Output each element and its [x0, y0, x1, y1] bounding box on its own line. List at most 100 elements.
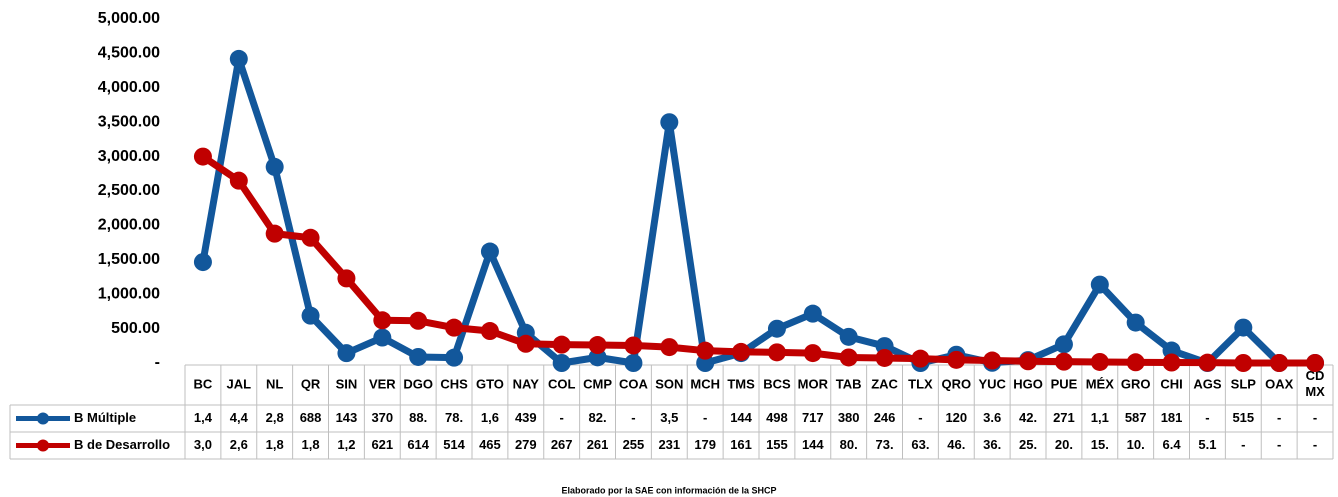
marker [229, 171, 248, 190]
x-tick-label: OAX [1265, 376, 1294, 391]
x-tick-label: HGO [1013, 376, 1043, 391]
table-value: 587 [1125, 410, 1147, 425]
table-value: 498 [766, 410, 788, 425]
marker [301, 306, 320, 325]
table-value: 621 [371, 437, 393, 452]
table-value: 717 [802, 410, 824, 425]
table-value: 3,5 [660, 410, 678, 425]
table-value: 255 [623, 437, 645, 452]
marker [624, 354, 643, 372]
table-value: - [1313, 410, 1317, 425]
x-tick-label: CHI [1160, 376, 1182, 391]
table-value: 267 [551, 437, 573, 452]
marker [373, 328, 392, 347]
x-tick-label: BCS [763, 376, 791, 391]
table-value: 5.1 [1198, 437, 1216, 452]
marker [983, 351, 1002, 370]
marker [947, 350, 966, 369]
table-value: 514 [443, 437, 465, 452]
y-tick-label: 5,000.00 [98, 10, 160, 27]
x-tick-label: COL [548, 376, 576, 391]
x-tick-label: ZAC [871, 376, 898, 391]
marker [588, 336, 607, 355]
table-value: 36. [983, 437, 1001, 452]
table-value: - [1313, 437, 1317, 452]
table-value: 465 [479, 437, 501, 452]
marker [1162, 353, 1181, 372]
marker [193, 253, 212, 272]
marker [875, 348, 894, 367]
y-tick-label: 4,000.00 [98, 79, 160, 96]
table-value: 261 [587, 437, 609, 452]
marker [588, 348, 607, 367]
marker [193, 147, 212, 166]
marker [552, 354, 571, 372]
x-tick-label: CMP [583, 376, 612, 391]
legend-label: B Múltiple [74, 410, 136, 425]
marker [337, 344, 356, 363]
table-value: 370 [371, 410, 393, 425]
y-tick-label: 4,500.00 [98, 45, 160, 62]
x-tick-label: CD MX [1305, 368, 1325, 399]
table-value: 3.6 [983, 410, 1001, 425]
table-value: 279 [515, 437, 537, 452]
table-value: 63. [911, 437, 929, 452]
marker [265, 224, 284, 243]
table-value: 6.4 [1163, 437, 1182, 452]
marker [409, 311, 428, 330]
x-tick-label: BC [194, 376, 213, 391]
marker [660, 338, 679, 357]
table-value: 231 [658, 437, 680, 452]
marker [552, 335, 571, 354]
marker [767, 319, 786, 338]
x-tick-label: QRO [942, 376, 972, 391]
table-value: 1,2 [337, 437, 355, 452]
x-tick-label: QR [301, 376, 321, 391]
table-value: - [1205, 410, 1209, 425]
marker [516, 334, 535, 353]
table-value: 42. [1019, 410, 1037, 425]
y-tick-label: 500.00 [111, 320, 160, 337]
table-value: 143 [336, 410, 358, 425]
marker [911, 349, 930, 368]
table-value: 46. [947, 437, 965, 452]
y-tick-label: 3,500.00 [98, 113, 160, 130]
table-value: 179 [694, 437, 716, 452]
marker [1126, 313, 1145, 332]
marker [839, 327, 858, 346]
table-value: 82. [589, 410, 607, 425]
marker [1090, 275, 1109, 294]
table-value: 2,6 [230, 437, 248, 452]
marker [696, 354, 715, 372]
table-value: 1,4 [194, 410, 213, 425]
marker [445, 348, 464, 367]
marker [480, 322, 499, 341]
marker [1270, 354, 1289, 372]
x-tick-label: TAB [836, 376, 862, 391]
legend-marker [37, 439, 49, 452]
marker [1198, 353, 1217, 372]
marker [1090, 352, 1109, 371]
y-tick-label: 3,000.00 [98, 148, 160, 165]
table-value: 1,8 [266, 437, 284, 452]
marker [660, 113, 679, 132]
table-value: 155 [766, 437, 788, 452]
table-value: 181 [1161, 410, 1183, 425]
marker [1234, 354, 1253, 372]
y-tick-label: - [155, 354, 160, 371]
x-tick-label: SON [655, 376, 683, 391]
x-tick-label: SLP [1231, 376, 1257, 391]
marker [696, 341, 715, 360]
table-value: 2,8 [266, 410, 284, 425]
y-tick-label: 1,000.00 [98, 285, 160, 302]
table-value: - [631, 410, 635, 425]
x-tick-label: GRO [1121, 376, 1151, 391]
table-value: 1,6 [481, 410, 499, 425]
marker [803, 304, 822, 323]
marker [803, 344, 822, 363]
table-value: 73. [876, 437, 894, 452]
table-value: 144 [730, 410, 752, 425]
table-value: 144 [802, 437, 824, 452]
x-tick-label: MOR [798, 376, 829, 391]
